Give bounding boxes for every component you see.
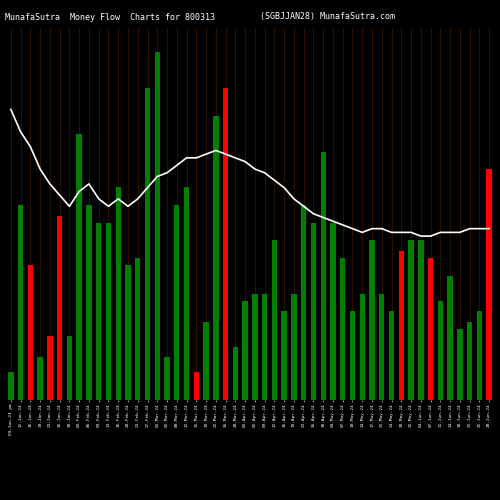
Bar: [66, 336, 72, 400]
Bar: [330, 222, 336, 400]
Text: MunafaSutra  Money Flow  Charts for 800313: MunafaSutra Money Flow Charts for 800313: [5, 12, 215, 22]
Bar: [86, 205, 92, 400]
Bar: [28, 265, 33, 400]
Bar: [223, 88, 228, 400]
Bar: [145, 88, 150, 400]
Bar: [204, 322, 209, 400]
Bar: [418, 240, 424, 400]
Bar: [272, 240, 277, 400]
Bar: [47, 336, 52, 400]
Bar: [428, 258, 434, 400]
Bar: [57, 216, 62, 400]
Bar: [320, 152, 326, 400]
Bar: [76, 134, 82, 400]
Bar: [408, 240, 414, 400]
Bar: [291, 294, 296, 400]
Bar: [340, 258, 345, 400]
Bar: [457, 329, 462, 400]
Bar: [164, 358, 170, 400]
Bar: [370, 240, 374, 400]
Bar: [379, 294, 384, 400]
Bar: [96, 222, 102, 400]
Bar: [448, 276, 453, 400]
Bar: [194, 372, 199, 400]
Bar: [360, 294, 365, 400]
Bar: [116, 187, 121, 400]
Bar: [282, 312, 287, 400]
Bar: [184, 187, 189, 400]
Bar: [398, 251, 404, 400]
Bar: [18, 205, 24, 400]
Bar: [126, 265, 130, 400]
Bar: [262, 294, 268, 400]
Bar: [311, 222, 316, 400]
Text: (SGBJJAN28) MunafaSutra.com: (SGBJJAN28) MunafaSutra.com: [260, 12, 395, 22]
Bar: [438, 300, 443, 400]
Bar: [467, 322, 472, 400]
Bar: [135, 258, 140, 400]
Bar: [106, 222, 111, 400]
Bar: [213, 116, 218, 400]
Bar: [154, 52, 160, 400]
Bar: [389, 312, 394, 400]
Bar: [301, 205, 306, 400]
Bar: [232, 347, 238, 400]
Bar: [242, 300, 248, 400]
Bar: [486, 170, 492, 400]
Bar: [252, 294, 258, 400]
Bar: [8, 372, 14, 400]
Bar: [476, 312, 482, 400]
Bar: [174, 205, 180, 400]
Bar: [38, 358, 43, 400]
Bar: [350, 312, 355, 400]
